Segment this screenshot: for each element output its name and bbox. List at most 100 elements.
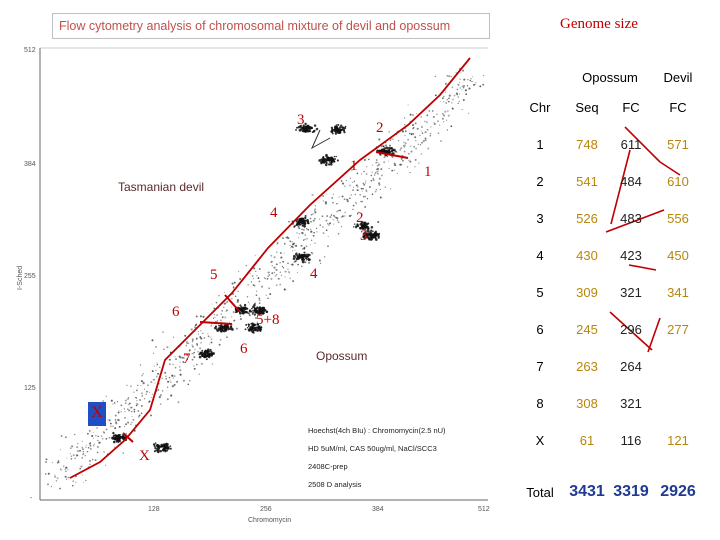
- event-dot: [107, 419, 109, 421]
- event-dot: [397, 139, 400, 142]
- cluster-tasmanian-devil-chr-3: [362, 230, 381, 241]
- seq-cell: 263: [576, 359, 598, 374]
- event-dot: [179, 361, 181, 363]
- cluster-dot: [117, 439, 121, 442]
- cluster-dot: [365, 223, 369, 226]
- event-dot: [441, 112, 444, 115]
- event-dot: [216, 320, 219, 322]
- event-dot: [191, 352, 193, 355]
- event-dot: [133, 391, 135, 393]
- event-dot: [363, 183, 366, 186]
- event-dot: [352, 204, 355, 207]
- cluster-dot: [392, 152, 395, 155]
- event-dot: [60, 469, 62, 471]
- event-dot: [313, 232, 315, 234]
- chr-cell: 3: [536, 211, 544, 226]
- event-dot: [190, 328, 193, 331]
- event-dot: [463, 85, 465, 87]
- cluster-dot: [115, 436, 117, 438]
- cluster-dot: [308, 129, 311, 132]
- cluster-dot: [117, 441, 120, 444]
- event-dot: [281, 265, 284, 267]
- cluster-dot: [339, 126, 342, 129]
- event-dot: [149, 391, 151, 393]
- event-dot: [202, 332, 204, 334]
- event-dot: [214, 316, 216, 318]
- devil-fc-cell: 341: [667, 285, 689, 300]
- cluster-dot: [157, 450, 160, 453]
- event-dot: [352, 208, 354, 211]
- event-dot: [159, 403, 162, 406]
- event-dot: [235, 327, 238, 330]
- cluster-dot: [201, 354, 204, 358]
- event-dot: [273, 266, 276, 269]
- event-dot: [213, 307, 216, 310]
- event-dot: [346, 198, 349, 201]
- event-dot: [372, 179, 375, 182]
- event-dot: [270, 261, 272, 264]
- event-dot: [288, 272, 291, 274]
- event-dot: [291, 241, 293, 243]
- cluster-dot: [318, 159, 322, 162]
- event-dot: [124, 411, 126, 413]
- y-tick-label: 125: [24, 385, 36, 392]
- event-dot: [415, 140, 417, 142]
- event-dot: [463, 78, 466, 81]
- table-arrow: [647, 317, 661, 353]
- event-dot: [402, 159, 404, 162]
- event-dot: [230, 306, 232, 308]
- event-dot: [186, 358, 189, 360]
- table-arrow: [605, 209, 665, 233]
- cluster-dot: [226, 325, 230, 329]
- cluster-dot: [306, 253, 309, 256]
- devil-chr5-label: 5: [210, 267, 218, 283]
- event-dot: [127, 403, 130, 406]
- event-dot: [310, 230, 313, 233]
- event-dot: [271, 265, 274, 267]
- event-dot: [83, 453, 85, 455]
- cluster-dot: [248, 309, 252, 312]
- cluster-dot: [356, 224, 360, 228]
- event-dot: [253, 284, 256, 287]
- event-dot: [293, 245, 295, 247]
- event-dot: [337, 221, 340, 224]
- event-dot: [396, 172, 398, 175]
- cluster-dot: [293, 254, 296, 258]
- event-dot: [209, 343, 211, 345]
- event-dot: [141, 405, 143, 407]
- event-dot: [447, 100, 450, 103]
- cluster-dot: [320, 160, 323, 164]
- event-dot: [388, 130, 391, 133]
- event-dot: [420, 130, 422, 132]
- chr-cell: 2: [536, 174, 544, 189]
- cluster-dot: [246, 311, 249, 314]
- cluster-dot: [301, 126, 304, 129]
- event-dot: [140, 412, 143, 414]
- event-dot: [199, 336, 202, 339]
- event-dot: [156, 364, 158, 366]
- event-dot: [51, 462, 53, 464]
- event-dot: [423, 140, 425, 142]
- cluster-dot: [330, 130, 333, 133]
- cluster-dot: [308, 258, 311, 261]
- table-arrow: [628, 264, 657, 271]
- event-dot: [333, 188, 335, 190]
- event-dot: [344, 211, 346, 214]
- event-dot: [379, 196, 382, 199]
- cluster-dot: [260, 308, 264, 312]
- cluster-opossum-chr-3: [295, 122, 319, 134]
- event-dot: [72, 484, 74, 487]
- event-dot: [341, 195, 344, 198]
- cluster-dot: [364, 225, 366, 227]
- event-dot: [98, 441, 101, 444]
- event-dot: [64, 475, 67, 478]
- event-dot: [135, 403, 138, 405]
- event-dot: [432, 116, 435, 118]
- event-dot: [302, 239, 305, 241]
- event-dot: [133, 410, 136, 413]
- chr3-pointer: [310, 129, 331, 150]
- event-dot: [193, 351, 195, 354]
- event-dot: [194, 326, 197, 329]
- event-dot: [409, 160, 412, 163]
